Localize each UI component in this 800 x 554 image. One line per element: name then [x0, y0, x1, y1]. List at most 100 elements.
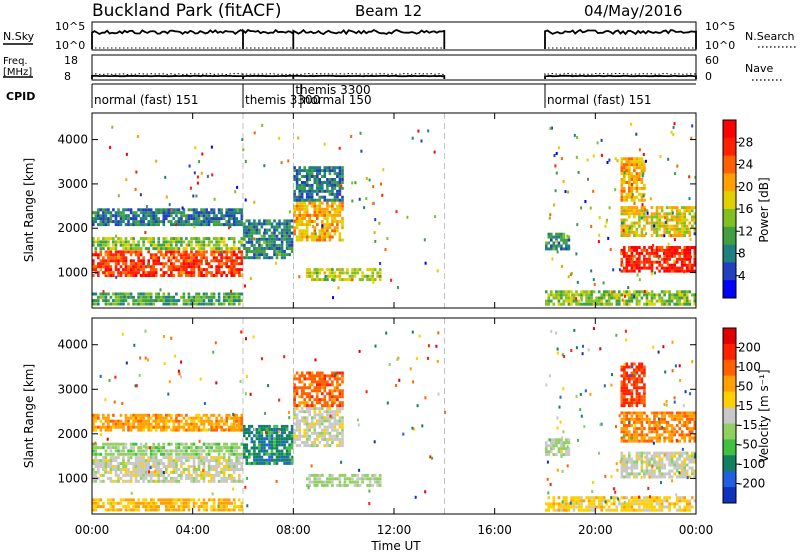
echo-cell — [165, 428, 168, 432]
echo-cell — [341, 172, 344, 176]
echo-cell — [288, 234, 291, 238]
echo-cell — [207, 422, 211, 426]
echo-cell — [620, 269, 624, 273]
echo-cell — [175, 302, 178, 306]
echo-cell — [134, 452, 138, 456]
echo-cell — [132, 508, 135, 512]
echo-cell — [308, 480, 311, 484]
echo-cell — [227, 425, 231, 429]
echo-cell — [645, 251, 649, 255]
echo-cell — [197, 465, 201, 468]
echo-cell — [672, 133, 675, 137]
echo-cell — [250, 256, 254, 260]
echo-cell — [565, 241, 568, 245]
echo-cell — [127, 271, 130, 275]
echo-cell — [562, 508, 566, 512]
echo-cell — [655, 499, 659, 503]
echo-cell — [104, 428, 108, 432]
echo-cell — [633, 234, 636, 237]
echo-cell — [164, 175, 167, 179]
echo-cell — [192, 419, 196, 423]
echo-cell — [640, 209, 644, 213]
echo-cell — [235, 449, 238, 453]
echo-cell — [310, 422, 314, 426]
echo-cell — [157, 470, 160, 474]
echo-cell — [310, 441, 314, 444]
echo-cell — [170, 209, 173, 212]
echo-cell — [102, 247, 105, 251]
echo-cell — [124, 479, 128, 483]
echo-cell — [685, 263, 689, 267]
echo-cell — [326, 407, 329, 411]
echo-cell — [205, 416, 208, 420]
echo-cell — [610, 296, 613, 300]
echo-cell — [638, 148, 641, 152]
echo-cell — [650, 290, 654, 294]
echo-cell — [374, 239, 377, 243]
echo-cell — [343, 480, 347, 484]
echo-cell — [670, 475, 674, 479]
echo-cell — [102, 299, 105, 303]
echo-cell — [683, 270, 686, 274]
echo-cell — [298, 431, 301, 435]
echo-cell — [207, 223, 211, 227]
echo-cell — [625, 260, 629, 264]
echo-cell — [222, 422, 226, 426]
echo-cell — [655, 227, 659, 231]
echo-cell — [625, 269, 629, 273]
echo-cell — [180, 271, 183, 275]
echo-cell — [197, 237, 201, 241]
echo-cell — [318, 235, 322, 239]
echo-cell — [620, 463, 624, 467]
echo-cell — [288, 449, 291, 453]
echo-cell — [321, 374, 324, 378]
echo-cell — [321, 220, 324, 223]
echo-cell — [227, 217, 231, 221]
echo-cell — [165, 449, 168, 453]
echo-cell — [260, 449, 264, 453]
echo-cell — [313, 175, 317, 178]
echo-cell — [124, 473, 128, 477]
echo-cell — [567, 235, 571, 239]
echo-cell — [635, 183, 639, 187]
echo-cell — [336, 374, 339, 378]
echo-cell — [195, 292, 198, 296]
echo-cell — [182, 428, 186, 432]
echo-cell — [280, 424, 284, 428]
echo-cell — [97, 253, 100, 257]
echo-cell — [685, 290, 689, 294]
echo-cell — [308, 172, 311, 176]
echo-cell — [182, 247, 186, 251]
echo-cell — [190, 250, 193, 254]
echo-cell — [280, 256, 284, 260]
echo-cell — [635, 302, 639, 306]
echo-cell — [142, 299, 145, 303]
echo-cell — [602, 290, 606, 294]
echo-cell — [177, 265, 181, 269]
echo-cell — [99, 292, 103, 296]
echo-cell — [678, 257, 681, 261]
echo-cell — [263, 228, 266, 232]
echo-cell — [663, 248, 666, 252]
echo-cell — [285, 461, 289, 465]
echo-cell — [308, 186, 311, 190]
echo-cell — [635, 460, 639, 464]
echo-cell — [149, 243, 153, 247]
echo-cell — [331, 404, 334, 408]
echo-cell — [263, 440, 266, 444]
echo-cell — [275, 434, 279, 438]
echo-cell — [202, 250, 206, 254]
echo-cell — [331, 217, 334, 220]
echo-cell — [177, 250, 181, 254]
echo-cell — [215, 240, 218, 244]
echo-cell — [102, 442, 105, 446]
echo-cell — [655, 451, 659, 455]
echo-cell — [308, 407, 311, 411]
echo-cell — [338, 419, 342, 423]
echo-cell — [104, 253, 108, 257]
echo-cell — [205, 295, 208, 299]
echo-cell — [170, 462, 173, 465]
echo-cell — [165, 413, 168, 417]
echo-cell — [154, 262, 158, 266]
echo-cell — [293, 195, 296, 199]
